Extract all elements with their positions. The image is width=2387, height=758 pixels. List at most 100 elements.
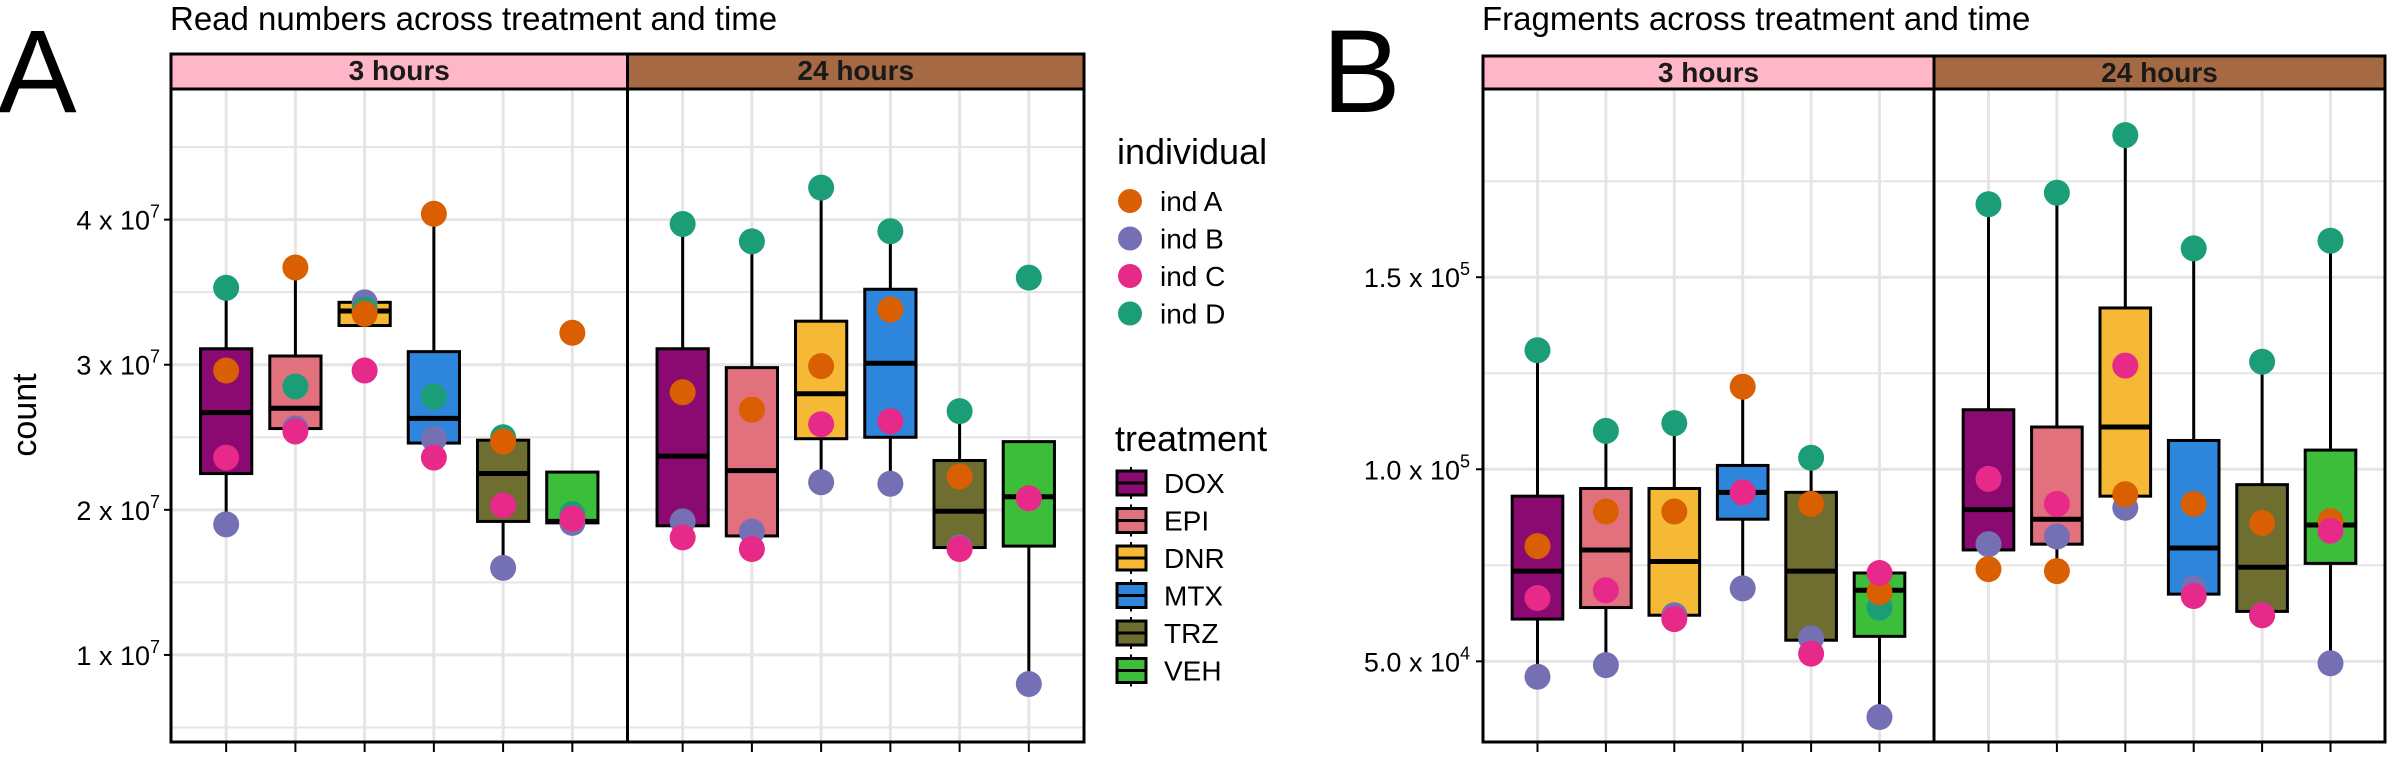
box-trz [2235,483,2289,613]
y-tick-mantissa: 2 x 10 [76,496,150,526]
point-ind-a [1798,490,1825,517]
facet-border [1481,87,1936,744]
panel-a-letter: A [0,6,77,138]
point-ind-c [213,444,240,471]
point-ind-d [420,383,447,410]
point-ind-a [2112,481,2139,508]
legend-label: ind C [1160,261,1225,292]
point-ind-c [1866,559,1893,586]
box-veh [2303,448,2358,565]
point-ind-c [1592,577,1619,604]
point-ind-b [1524,663,1551,690]
point-ind-b [808,469,835,496]
point-ind-b [1592,652,1619,679]
point-ind-c [1975,465,2002,492]
legend-treatment: DOX EPI DNR MTX TRZ VEH [1115,467,1225,687]
y-tick-mantissa: 1.0 x 10 [1364,455,1460,485]
point-ind-d [1592,417,1619,444]
point-ind-a [738,396,765,423]
point-ind-d [213,274,240,301]
y-tick-label: 5.0 x 104 [1364,643,1470,677]
point-ind-c [559,505,586,532]
y-tick-exponent: 7 [150,637,160,657]
facet-label: 3 hours [349,55,450,86]
legend-swatch-ind-c [1118,264,1142,288]
point-ind-d [2249,348,2276,375]
legend-label: DOX [1164,468,1225,499]
panel-a-title: Read numbers across treatment and time [170,0,777,37]
y-tick-exponent: 7 [150,492,160,512]
facet-border [626,87,1086,744]
point-ind-a [669,379,696,406]
point-ind-c [1729,479,1756,506]
legend-individual-title: individual [1117,131,1267,172]
point-ind-d [1524,337,1551,364]
legend-swatch-ind-b [1118,226,1142,251]
legend-label: EPI [1164,506,1209,537]
point-ind-a [420,200,447,227]
point-ind-a [2249,510,2276,537]
point-ind-c [351,357,378,384]
point-ind-d [808,174,835,201]
point-ind-d [738,228,765,255]
legend-swatch-ind-a [1118,189,1142,213]
point-ind-c [1798,640,1825,667]
box-dox [655,347,710,528]
point-ind-b [213,511,240,538]
legend-treatment-title: treatment [1115,418,1267,459]
y-tick-mantissa: 3 x 10 [76,351,150,381]
point-ind-c [808,411,835,438]
point-ind-c [669,524,696,551]
point-ind-c [1661,606,1688,633]
y-tick-exponent: 7 [150,202,160,222]
point-ind-d [1015,264,1042,291]
legend-swatch-ind-d [1118,301,1142,326]
facet-label: 24 hours [2101,57,2218,88]
point-ind-a [1524,533,1551,560]
point-ind-c [877,408,904,435]
legend-label: MTX [1164,581,1223,612]
legend-label: TRZ [1164,618,1218,649]
legend-label: ind A [1160,186,1223,217]
legend-label: DNR [1164,543,1225,574]
panel-b-plot: 5.0 x 104 1.0 x 105 1.5 x 105 3 hours 24 hou… [1364,54,2387,752]
point-ind-c [2180,583,2207,610]
point-ind-c [2249,602,2276,629]
legend-label: VEH [1164,656,1222,687]
point-ind-a [1592,498,1619,525]
y-tick-exponent: 5 [1460,451,1470,471]
y-tick-label: 1.5 x 105 [1364,259,1470,293]
y-tick-label: 3 x 107 [76,347,160,381]
point-ind-a [2043,558,2070,585]
point-ind-d [2043,179,2070,206]
point-ind-d [2180,235,2207,262]
point-ind-b [1015,670,1042,697]
point-ind-c [2112,352,2139,379]
point-ind-d [2112,122,2139,149]
point-ind-a [351,300,378,327]
box-epi [724,366,780,538]
point-ind-c [946,536,973,563]
point-ind-b [1729,575,1756,602]
point-ind-c [2317,517,2344,544]
point-ind-a [1975,556,2002,583]
y-tick-label: 4 x 107 [76,202,160,236]
point-ind-d [877,218,904,245]
point-ind-c [1015,485,1042,512]
point-ind-d [946,398,973,425]
point-ind-a [213,357,240,384]
legend-individual: ind A ind B ind C ind D [1118,186,1225,330]
point-ind-a [1661,498,1688,525]
y-tick-label: 1.0 x 105 [1364,451,1470,485]
facet-label: 24 hours [797,55,914,86]
point-ind-b [490,554,517,581]
point-ind-a [808,353,835,380]
point-ind-b [877,470,904,497]
point-ind-b [2317,650,2344,677]
point-ind-c [420,444,447,471]
point-ind-d [2317,227,2344,254]
box-dnr [2098,306,2153,498]
facet-label: 3 hours [1658,57,1759,88]
panel-b-letter: B [1322,6,1401,138]
